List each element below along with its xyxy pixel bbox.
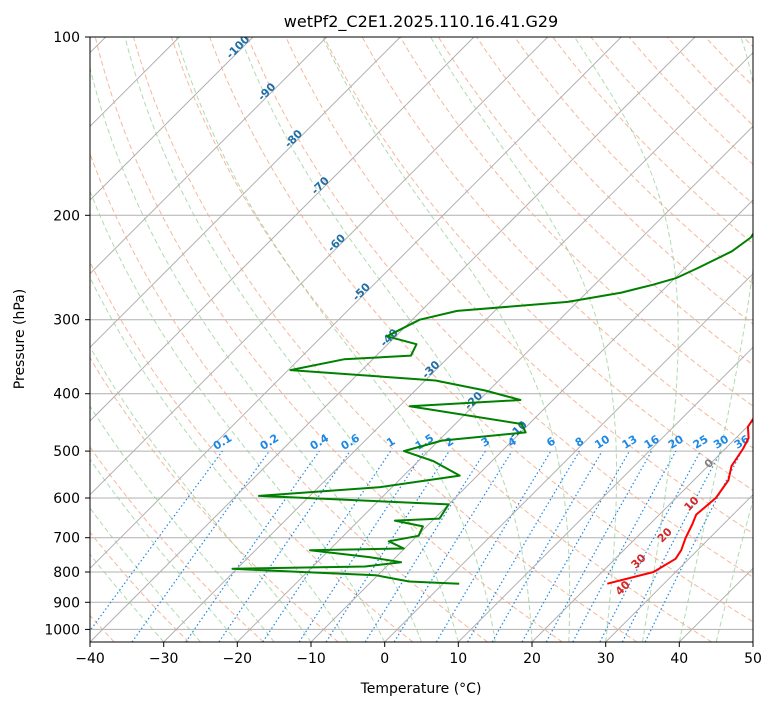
dry-adiabat-line <box>171 37 712 642</box>
isotherm-line <box>457 346 753 642</box>
skewed-isotherms <box>90 37 753 642</box>
y-axis: 100 200 300 400 500 600 700 800 900 1000 <box>44 30 90 638</box>
x-tick-label: 30 <box>597 651 615 667</box>
moist-adiabat-line <box>322 37 571 642</box>
x-tick-label: 10 <box>449 651 467 667</box>
x-tick-label: −10 <box>296 651 326 667</box>
dry-adiabat-line <box>323 37 753 491</box>
temperature-profile-line <box>607 417 753 585</box>
dry-adiabat-line <box>90 531 190 642</box>
chart-title: wetPf2_C2E1.2025.110.16.41.G29 <box>284 12 558 32</box>
x-axis-label: Temperature (°C) <box>360 681 482 697</box>
isotherm-line <box>384 272 753 642</box>
dry-adiabat-line <box>132 37 638 642</box>
isotherm-line <box>90 37 328 275</box>
dry-adiabat-line <box>247 37 753 578</box>
dry-adiabat-line <box>209 37 753 623</box>
x-tick-label: −40 <box>75 651 105 667</box>
dry-adiabat-line <box>285 37 753 535</box>
mixing-ratio-line <box>262 450 392 642</box>
plot-area: 0.1 0.2 0.4 0.6 1 1.5 2 3 4 6 8 10 13 16 20 25 30 36-100-… <box>90 37 753 642</box>
plot-frame <box>89 36 754 643</box>
mixing-ratio-line <box>90 450 223 632</box>
x-tick-label: 50 <box>744 651 762 667</box>
dry-adiabat-line <box>90 356 339 642</box>
y-axis-label: Pressure (hPa) <box>12 289 28 389</box>
y-tick-label: 800 <box>53 565 80 581</box>
mixing-ratio-line <box>393 450 513 642</box>
profile-series <box>231 232 753 585</box>
y-tick-label: 500 <box>53 444 80 460</box>
isotherm-line <box>236 125 753 642</box>
y-tick-label: 400 <box>53 387 80 403</box>
moist-adiabat-line <box>430 37 617 642</box>
isotherm-line <box>605 493 753 642</box>
moist-adiabats <box>90 37 753 642</box>
isotherm-line <box>310 199 753 642</box>
dry-adiabat-line <box>94 37 563 642</box>
mixing-ratio-line <box>218 450 351 642</box>
mixing-ratio-line <box>185 450 320 642</box>
dry-adiabat-line <box>90 152 488 642</box>
isotherm-line <box>90 37 254 201</box>
y-tick-label: 100 <box>53 30 80 46</box>
dewpoint-profile-line <box>231 232 753 585</box>
moist-adiabat-line <box>90 345 312 642</box>
y-tick-label: 1000 <box>44 622 80 638</box>
mixing-ratio-line <box>131 450 270 642</box>
x-tick-label: 0 <box>380 651 389 667</box>
dry-adiabat-line <box>514 37 753 285</box>
moist-adiabat-line <box>90 553 165 642</box>
mixing-ratio-line <box>572 450 677 642</box>
mixing-ratio-line <box>545 450 653 642</box>
mixing-ratio-line <box>521 450 631 642</box>
dry-adiabat-line <box>399 37 753 407</box>
x-axis: −40 −30 −20 −10 0 10 20 30 40 50 <box>75 642 762 667</box>
moist-adiabat-line <box>239 37 533 642</box>
dry-adiabat-line <box>90 446 264 642</box>
x-tick-label: 40 <box>670 651 688 667</box>
isotherm-line <box>90 37 401 349</box>
moist-adiabat-line <box>715 498 753 642</box>
y-tick-label: 900 <box>53 595 80 611</box>
moist-adiabat-line <box>175 37 496 642</box>
x-tick-label: 20 <box>523 651 541 667</box>
moist-adiabat-line <box>678 37 753 642</box>
moist-adiabat-line <box>574 37 679 642</box>
y-tick-label: 700 <box>53 531 80 547</box>
x-tick-label: −30 <box>149 651 179 667</box>
moist-adiabat-line <box>90 276 349 642</box>
x-tick-label: −20 <box>223 651 253 667</box>
isotherm-line <box>163 51 753 642</box>
mixing-ratio-line <box>325 450 450 642</box>
isotherm-line <box>90 37 475 422</box>
moist-adiabat-line <box>90 65 422 642</box>
isotherm-line <box>90 37 622 570</box>
y-tick-label: 200 <box>53 208 80 224</box>
moist-adiabat-line <box>90 405 275 642</box>
dry-adiabat-line <box>361 37 753 449</box>
moist-adiabat-line <box>90 458 238 642</box>
isotherm-line <box>90 37 549 496</box>
moist-adiabat-line <box>90 507 201 642</box>
y-tick-label: 600 <box>53 491 80 507</box>
mixing-ratio-line <box>298 450 425 642</box>
isotherm-line <box>531 420 753 642</box>
y-tick-label: 300 <box>53 313 80 329</box>
moist-adiabat-line <box>90 189 386 642</box>
isotherm-line <box>90 37 696 642</box>
dry-adiabat-line <box>437 37 753 366</box>
